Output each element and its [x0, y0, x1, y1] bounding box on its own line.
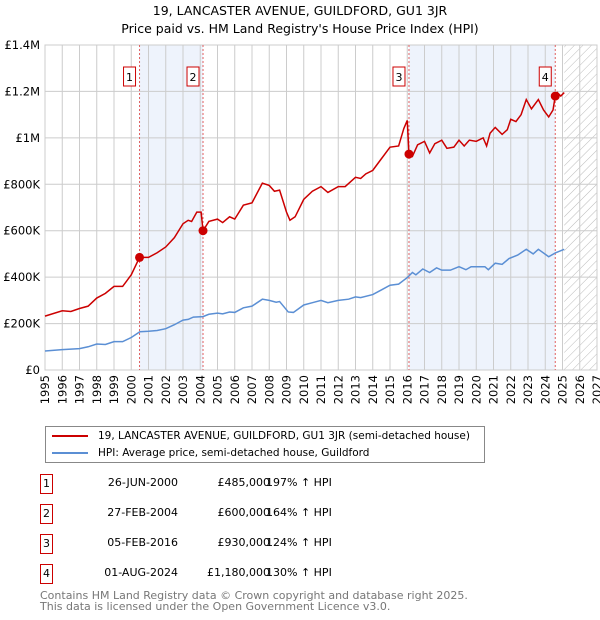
sale-date: 26-JUN-2000: [107, 476, 178, 489]
chart-subtitle: Price paid vs. HM Land Registry's House …: [121, 21, 479, 36]
sale-number: 1: [40, 474, 53, 494]
x-tick-label: 2003: [176, 375, 190, 404]
sale-label-box: [186, 66, 200, 87]
x-tick-label: 2002: [159, 375, 173, 404]
x-tick-label: 2018: [435, 375, 449, 404]
x-tick-label: 2027: [590, 375, 600, 404]
sale-number: 2: [40, 504, 53, 524]
x-tick-label: 2005: [211, 375, 225, 404]
legend-swatch-hpi: [52, 452, 88, 454]
sale-price: £930,000: [217, 536, 271, 549]
y-tick-label: £1.2M: [4, 84, 40, 98]
footer-copyright: Contains HM Land Registry data © Crown c…: [40, 589, 468, 602]
sale-price: £485,000: [217, 476, 271, 489]
x-tick-label: 2013: [349, 375, 363, 404]
sale-price: £600,000: [217, 506, 271, 519]
price-line: [44, 91, 565, 317]
x-tick-label: 2011: [314, 375, 328, 404]
sale-number: 4: [40, 564, 53, 584]
x-tick-label: 2000: [124, 375, 138, 404]
sale-point: [135, 252, 145, 262]
x-tick-label: 2001: [142, 375, 156, 404]
sale-date: 01-AUG-2024: [104, 566, 178, 579]
sale-row: 1 26-JUN-2000 £485,000 197% ↑ HPI: [40, 474, 440, 494]
sale-hpi: 164% ↑ HPI: [266, 506, 332, 519]
x-tick-label: 2007: [245, 375, 259, 404]
x-tick-label: 1996: [55, 375, 69, 404]
x-tick-label: 2014: [366, 375, 380, 404]
sale-number: 3: [40, 534, 53, 554]
forecast-hatch: [564, 45, 597, 370]
sale-date: 05-FEB-2016: [107, 536, 178, 549]
sale-label: 3: [395, 71, 402, 84]
x-tick-label: 2021: [487, 375, 501, 404]
hpi-line: [44, 248, 565, 352]
x-tick-label: 2019: [452, 375, 466, 404]
x-tick-label: 1997: [73, 375, 87, 404]
x-tick-label: 1995: [38, 375, 52, 404]
y-tick-label: £600K: [3, 224, 40, 238]
shaded-period: [139, 45, 204, 370]
sale-point: [404, 149, 414, 159]
x-tick-label: 2006: [228, 375, 242, 404]
sale-point: [198, 226, 208, 236]
legend-label-hpi: HPI: Average price, semi-detached house,…: [98, 447, 370, 459]
x-tick-label: 2023: [521, 375, 535, 404]
sale-label-box: [392, 66, 406, 87]
x-tick-label: 2010: [297, 375, 311, 404]
x-tick-label: 2016: [400, 375, 414, 404]
y-tick-label: £1M: [15, 131, 40, 145]
sale-label: 4: [542, 71, 549, 84]
sale-label: 2: [190, 71, 197, 84]
legend-swatch-property: [52, 435, 88, 437]
legend-label-property: 19, LANCASTER AVENUE, GUILDFORD, GU1 3JR…: [98, 430, 470, 442]
x-tick-label: 2022: [504, 375, 518, 404]
sale-date: 27-FEB-2004: [107, 506, 178, 519]
sale-price: £1,180,000: [207, 566, 270, 579]
x-tick-label: 2026: [573, 375, 587, 404]
y-tick-label: £200K: [3, 317, 40, 331]
x-tick-label: 2017: [418, 375, 432, 404]
x-tick-label: 2008: [262, 375, 276, 404]
sale-hpi: 130% ↑ HPI: [266, 566, 332, 579]
sale-label: 1: [126, 71, 133, 84]
sale-row: 4 01-AUG-2024 £1,180,000 130% ↑ HPI: [40, 564, 440, 584]
sale-label-box: [123, 66, 137, 87]
sale-hpi: 197% ↑ HPI: [266, 476, 332, 489]
sale-hpi: 124% ↑ HPI: [266, 536, 332, 549]
x-tick-label: 2015: [383, 375, 397, 404]
shaded-period: [408, 45, 556, 370]
x-tick-label: 2012: [331, 375, 345, 404]
x-tick-label: 2009: [280, 375, 294, 404]
y-tick-label: £1.4M: [4, 38, 40, 52]
sale-label-box: [538, 66, 552, 87]
x-tick-label: 2024: [538, 375, 552, 404]
x-tick-label: 2004: [193, 375, 207, 404]
chart-title: 19, LANCASTER AVENUE, GUILDFORD, GU1 3JR: [152, 3, 448, 18]
x-tick-label: 2020: [469, 375, 483, 404]
sale-row: 3 05-FEB-2016 £930,000 124% ↑ HPI: [40, 534, 440, 554]
legend: 19, LANCASTER AVENUE, GUILDFORD, GU1 3JR…: [45, 426, 485, 463]
sale-row: 2 27-FEB-2004 £600,000 164% ↑ HPI: [40, 504, 440, 524]
plot-frame: [44, 44, 598, 371]
y-tick-label: £800K: [3, 177, 40, 191]
x-tick-label: 1999: [107, 375, 121, 404]
plot-area: 1995 1996 1997 1998 1999 2000 2001 2002 2003 2004…: [3, 38, 600, 404]
footer-licence: This data is licensed under the Open Gov…: [40, 600, 391, 613]
x-tick-label: 1998: [90, 375, 104, 404]
sale-point: [550, 91, 560, 101]
y-tick-label: £400K: [3, 270, 40, 284]
x-tick-label: 2025: [556, 375, 570, 404]
y-tick-label: £0: [25, 363, 40, 377]
